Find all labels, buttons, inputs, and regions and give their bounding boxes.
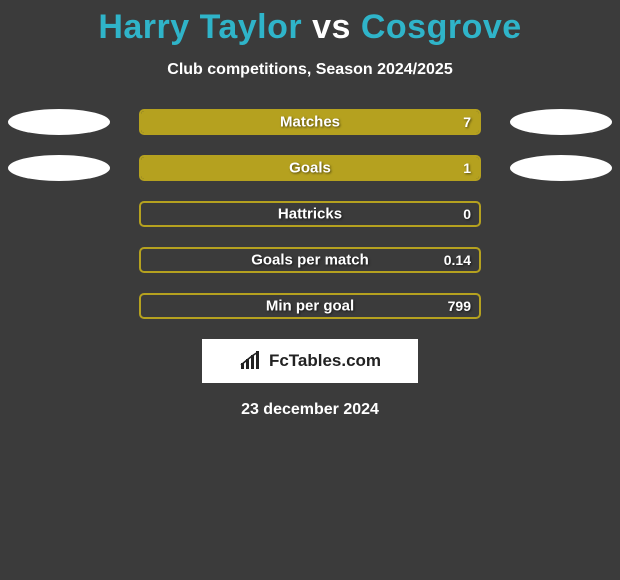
title-player1: Harry Taylor [98,8,302,46]
bar-track: Matches7 [139,109,481,135]
bar-track: Hattricks0 [139,201,481,227]
bar-fill [141,157,479,179]
stat-row: Goals per match0.14 [0,247,620,273]
stat-row: Min per goal799 [0,293,620,319]
bar-value: 0.14 [444,252,471,268]
bar-fill [141,111,479,133]
right-ellipse [510,109,612,135]
bar-label: Hattricks [141,206,479,223]
stat-row: Hattricks0 [0,201,620,227]
bar-track: Goals1 [139,155,481,181]
bar-value: 0 [463,206,471,222]
stat-row: Goals1 [0,155,620,181]
bar-value: 799 [448,298,471,314]
chart-icon [239,351,263,371]
bar-track: Goals per match0.14 [139,247,481,273]
logo-box: FcTables.com [202,339,418,383]
subtitle: Club competitions, Season 2024/2025 [0,61,620,79]
logo-text: FcTables.com [269,351,381,371]
page-title: Harry Taylor vs Cosgrove [0,0,620,47]
comparison-chart: Matches7Goals1Hattricks0Goals per match0… [0,109,620,319]
left-ellipse [8,109,110,135]
title-player2: Cosgrove [361,8,522,46]
left-ellipse [8,155,110,181]
title-vs: vs [312,8,351,46]
stat-row: Matches7 [0,109,620,135]
bar-track: Min per goal799 [139,293,481,319]
right-ellipse [510,155,612,181]
bar-label: Goals per match [141,252,479,269]
date-label: 23 december 2024 [0,401,620,419]
bar-label: Min per goal [141,298,479,315]
